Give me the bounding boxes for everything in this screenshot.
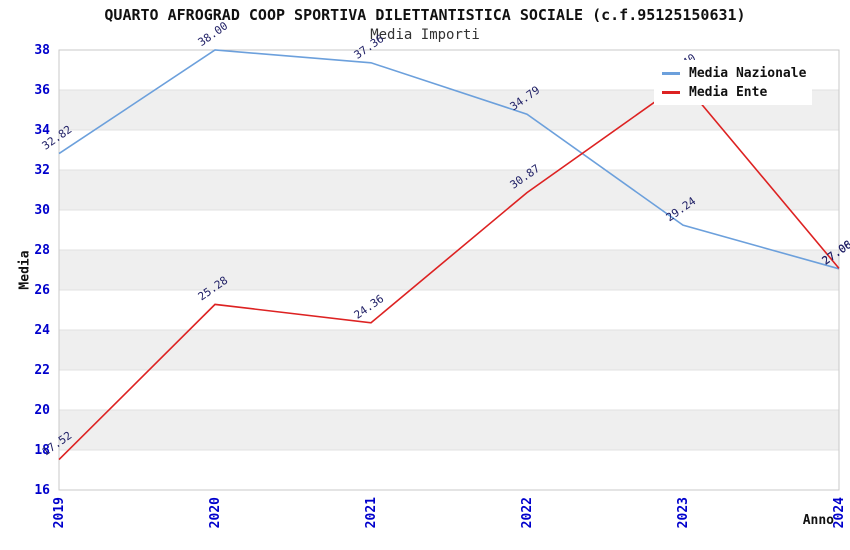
svg-text:2021: 2021 bbox=[364, 497, 379, 528]
svg-text:2023: 2023 bbox=[676, 497, 691, 528]
svg-text:18: 18 bbox=[34, 443, 50, 458]
svg-text:38: 38 bbox=[34, 43, 50, 58]
svg-text:30: 30 bbox=[34, 203, 50, 218]
svg-text:20: 20 bbox=[34, 403, 50, 418]
svg-text:24: 24 bbox=[34, 323, 50, 338]
media-nazionale-line-swatch bbox=[662, 72, 680, 75]
svg-text:26: 26 bbox=[34, 283, 50, 298]
x-axis-label: Anno bbox=[802, 513, 834, 528]
svg-text:16: 16 bbox=[34, 483, 50, 498]
svg-text:2020: 2020 bbox=[208, 497, 223, 528]
svg-text:38.00: 38.00 bbox=[196, 19, 231, 49]
legend-item-media-ente: Media Ente bbox=[662, 83, 812, 102]
legend-label-media-ente: Media Ente bbox=[689, 85, 768, 100]
svg-text:24.36: 24.36 bbox=[352, 292, 387, 322]
legend: Media Nazionale Media Ente bbox=[654, 60, 812, 105]
legend-item-media-nazionale: Media Nazionale bbox=[662, 64, 812, 83]
chart-title: QUARTO AFROGRAD COOP SPORTIVA DILETTANTI… bbox=[104, 6, 746, 24]
svg-text:36: 36 bbox=[34, 83, 50, 98]
svg-text:2024: 2024 bbox=[832, 497, 847, 528]
svg-text:2019: 2019 bbox=[52, 497, 67, 528]
svg-text:22: 22 bbox=[34, 363, 50, 378]
svg-text:37.36: 37.36 bbox=[352, 32, 387, 62]
chart-subtitle: Media Importi bbox=[370, 27, 480, 43]
svg-text:34: 34 bbox=[34, 123, 50, 138]
svg-text:32: 32 bbox=[34, 163, 50, 178]
svg-text:2022: 2022 bbox=[520, 497, 535, 528]
media-ente-line-swatch bbox=[662, 91, 680, 94]
legend-label-media-nazionale: Media Nazionale bbox=[689, 66, 807, 81]
svg-text:28: 28 bbox=[34, 243, 50, 258]
y-axis-label: Media bbox=[17, 250, 33, 290]
